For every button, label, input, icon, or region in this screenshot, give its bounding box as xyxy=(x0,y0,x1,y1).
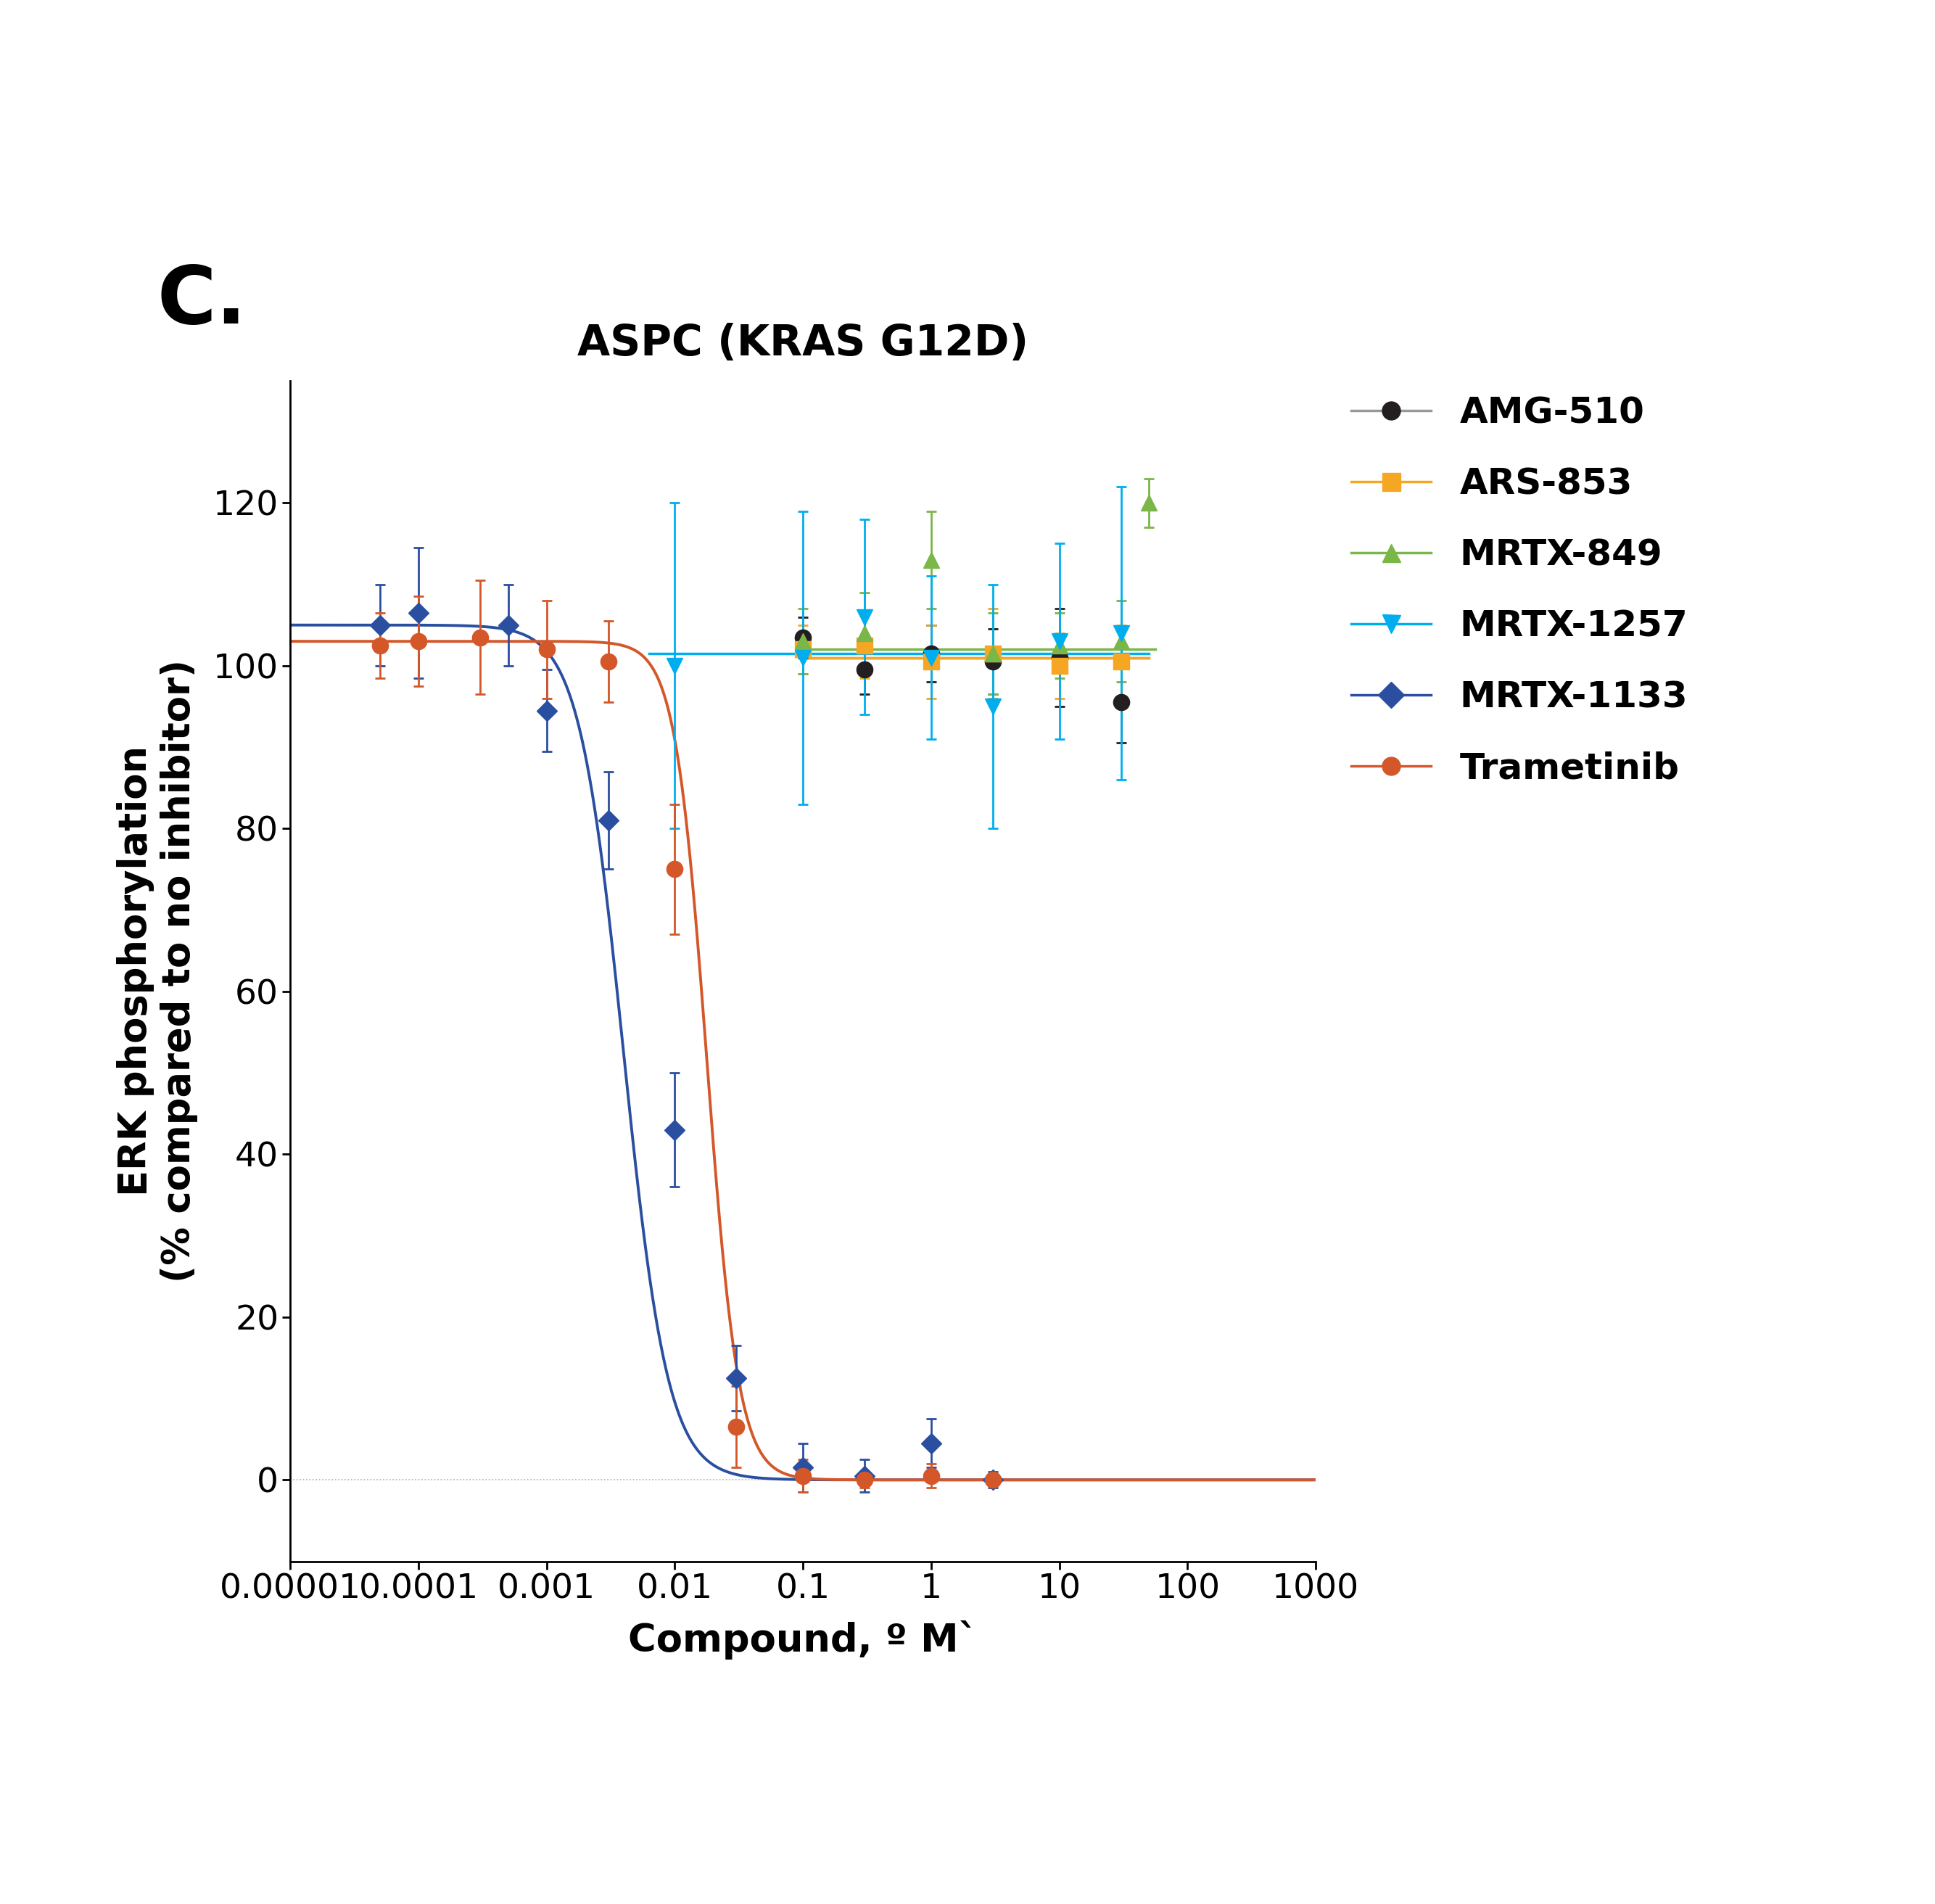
Legend: AMG-510, ARS-853, MRTX-849, MRTX-1257, MRTX-1133, Trametinib: AMG-510, ARS-853, MRTX-849, MRTX-1257, M… xyxy=(1337,381,1703,800)
Text: C.: C. xyxy=(157,263,246,341)
Title: ASPC (KRAS G12D): ASPC (KRAS G12D) xyxy=(577,324,1029,364)
X-axis label: Compound, º M`: Compound, º M` xyxy=(629,1620,977,1660)
Y-axis label: ERK phosphorylation
(% compared to no inhibitor): ERK phosphorylation (% compared to no in… xyxy=(116,659,197,1283)
